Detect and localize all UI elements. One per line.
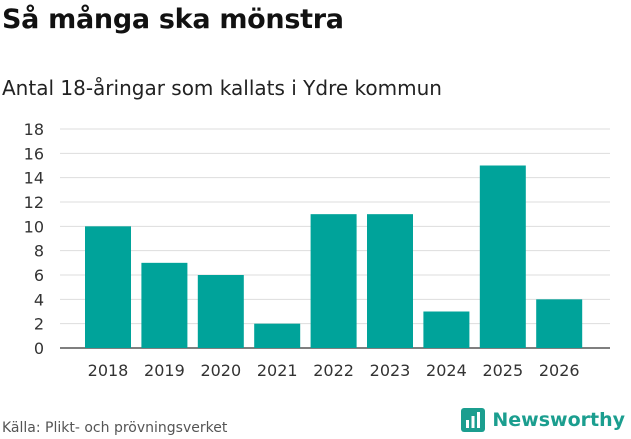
bars [85, 165, 583, 348]
x-axis: 2018 2019 2020 2021 2022 2023 2024 2025 2026 [88, 361, 580, 380]
y-tick-label: 0 [34, 339, 44, 358]
bar-2019 [141, 262, 188, 348]
x-tick-label: 2025 [482, 361, 523, 380]
y-tick-label: 16 [24, 144, 44, 163]
x-tick-label: 2019 [144, 361, 185, 380]
bar-chart-icon [461, 408, 486, 432]
x-tick-label: 2022 [313, 361, 354, 380]
source-note: Källa: Plikt- och prövningsverket [2, 420, 228, 436]
x-tick-label: 2021 [257, 361, 298, 380]
x-tick-label: 2024 [426, 361, 467, 380]
bar-2022 [310, 214, 357, 348]
bar-2020 [197, 275, 244, 348]
x-tick-label: 2026 [539, 361, 580, 380]
y-tick-label: 14 [24, 169, 44, 188]
x-tick-label: 2023 [370, 361, 411, 380]
y-tick-label: 6 [34, 266, 44, 285]
bar-2023 [367, 214, 413, 348]
chart-subtitle: Antal 18-åringar som kallats i Ydre komm… [2, 76, 442, 100]
bar-2026 [536, 299, 583, 348]
brand-logo: Newsworthy [460, 407, 625, 433]
y-tick-label: 12 [24, 193, 44, 212]
y-tick-label: 18 [24, 120, 44, 139]
y-tick-label: 2 [34, 315, 44, 334]
bar-2021 [254, 323, 301, 348]
bar-2018 [85, 226, 131, 348]
brand-name: Newsworthy [492, 409, 625, 431]
y-tick-label: 10 [24, 217, 44, 236]
chart-title: Så många ska mönstra [2, 4, 344, 35]
x-tick-label: 2020 [200, 361, 241, 380]
bar-2024 [423, 311, 470, 348]
x-tick-label: 2018 [88, 361, 129, 380]
bar-chart: 0 2 4 6 8 10 12 14 16 18 2018 2019 2020 2021 2022 2023… [24, 120, 610, 380]
y-tick-label: 4 [34, 290, 44, 309]
y-axis: 0 2 4 6 8 10 12 14 16 18 [24, 120, 44, 358]
bar-2025 [479, 165, 526, 348]
y-tick-label: 8 [34, 242, 44, 261]
